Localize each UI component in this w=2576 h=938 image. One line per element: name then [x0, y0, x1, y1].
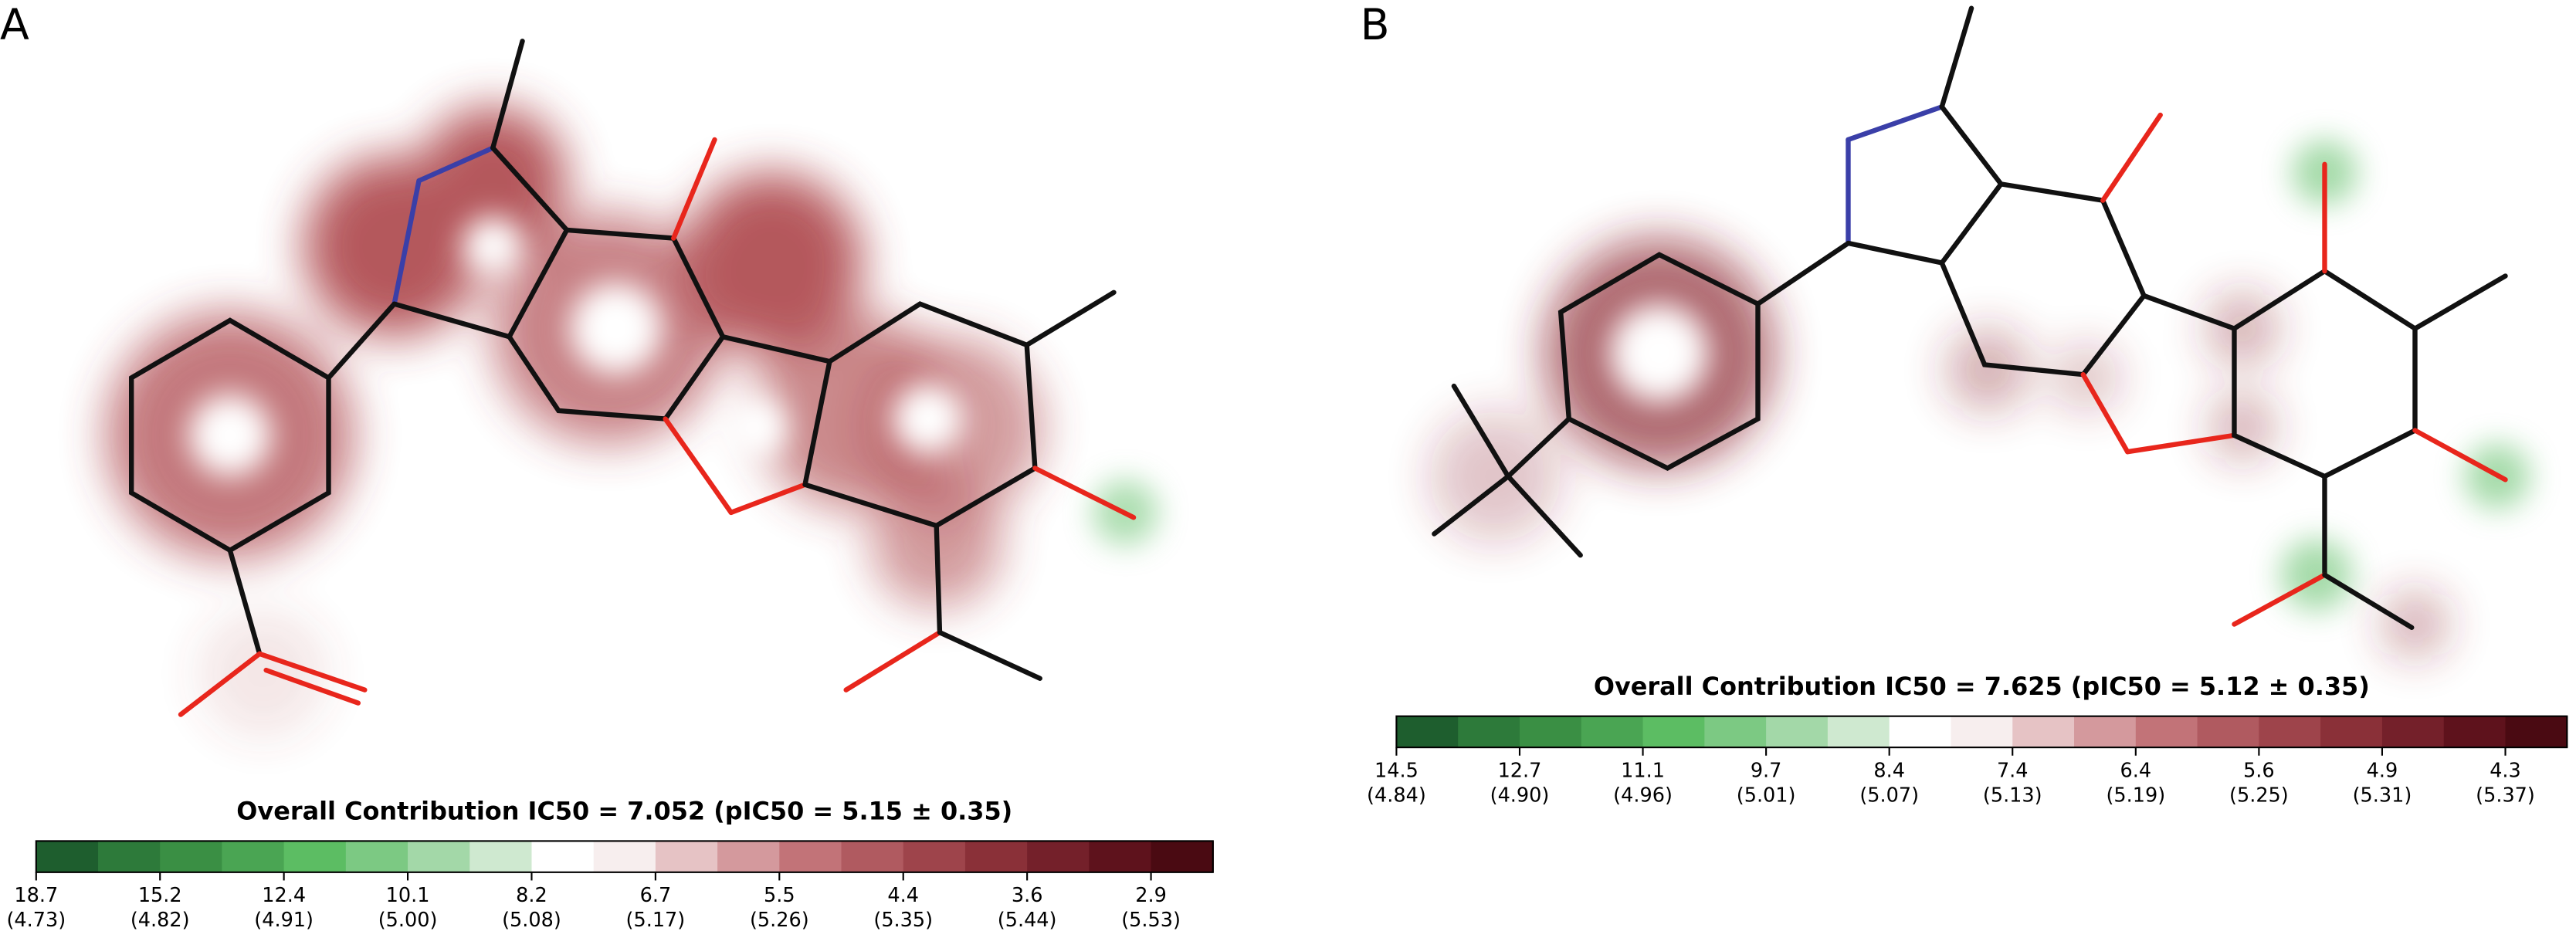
tick-label: 4.9 — [2367, 759, 2398, 782]
colorbar-segment — [2505, 716, 2568, 748]
colorbar-segment — [160, 841, 223, 872]
colorbar-segment — [2197, 716, 2260, 748]
tick-sublabel: (4.73) — [6, 909, 66, 932]
colorbar-segment — [408, 841, 471, 872]
colorbars: Overall Contribution IC50 = 7.052 (pIC50… — [6, 672, 2568, 932]
tick-sublabel: (5.35) — [873, 909, 933, 932]
colorbar-segment — [1519, 716, 1582, 748]
tick-sublabel: (5.00) — [378, 909, 438, 932]
colorbar-segment — [345, 841, 409, 872]
colorbar-segment — [1889, 716, 1952, 748]
colorbar-segment — [903, 841, 966, 872]
colorbar-segment — [36, 841, 100, 872]
tick-sublabel: (5.17) — [626, 909, 686, 932]
colorbar-segment — [1766, 716, 1829, 748]
colorbar-segment — [964, 841, 1029, 872]
colorbar-title: Overall Contribution IC50 = 7.625 (pIC50… — [1594, 672, 2370, 701]
colorbar-segment — [1027, 841, 1090, 872]
colorbar-segment — [2012, 716, 2076, 748]
contribution-map — [1429, 139, 2530, 658]
colorbar-segment — [222, 841, 285, 872]
molecule — [129, 39, 1137, 717]
tick-label: 12.7 — [1498, 759, 1542, 782]
colorbar-segment — [1396, 716, 1459, 748]
tick-sublabel: (5.44) — [998, 909, 1057, 932]
colorbar-frame — [1395, 715, 2568, 749]
colorbar-segment — [98, 841, 161, 872]
tick-sublabel: (5.08) — [502, 909, 561, 932]
tick-label: 15.2 — [138, 884, 182, 907]
tick-label: 8.2 — [516, 884, 547, 907]
colorbar-segment — [1458, 716, 1521, 748]
colorbar-segment — [593, 841, 656, 872]
tick-sublabel: (4.90) — [1490, 784, 1550, 807]
tick-label: 10.1 — [386, 884, 430, 907]
colorbar-segment — [1642, 716, 1706, 748]
molecule — [1432, 5, 2508, 630]
tick-sublabel: (4.84) — [1367, 784, 1426, 807]
colorbar-segment — [717, 841, 781, 872]
colorbar-segment — [2320, 716, 2384, 748]
tick-label: 5.5 — [764, 884, 795, 907]
panel-label: A — [0, 1, 29, 50]
tick-label: 6.4 — [2120, 759, 2152, 782]
colorbar-segment — [2074, 716, 2137, 748]
tick-label: 9.7 — [1751, 759, 1782, 782]
tick-label: 18.7 — [14, 884, 58, 907]
colorbar-segment — [283, 841, 347, 872]
colorbar-segment — [1089, 841, 1152, 872]
tick-sublabel: (4.82) — [130, 909, 190, 932]
tick-label: 12.4 — [262, 884, 306, 907]
colorbar-segment — [655, 841, 719, 872]
colorbar-segment — [1951, 716, 2014, 748]
panel-label: B — [1361, 1, 1390, 50]
tick-label: 4.3 — [2490, 759, 2521, 782]
tick-sublabel: (5.37) — [2476, 784, 2535, 807]
tick-sublabel: (4.96) — [1613, 784, 1673, 807]
tick-label: 4.4 — [887, 884, 919, 907]
tick-sublabel: (5.26) — [750, 909, 809, 932]
colorbar-segment — [531, 841, 595, 872]
tick-label: 8.4 — [1873, 759, 1905, 782]
tick-label: 2.9 — [1135, 884, 1167, 907]
colorbar-segment — [779, 841, 842, 872]
colorbar-segment — [1581, 716, 1644, 748]
tick-label: 11.1 — [1621, 759, 1665, 782]
tick-sublabel: (4.91) — [254, 909, 314, 932]
tick-label: 14.5 — [1374, 759, 1418, 782]
tick-sublabel: (5.01) — [1737, 784, 1796, 807]
tick-sublabel: (5.31) — [2353, 784, 2412, 807]
colorbar-segment — [1704, 716, 1768, 748]
contribution-map — [107, 107, 1158, 740]
tick-sublabel: (5.25) — [2229, 784, 2289, 807]
tick-sublabel: (5.53) — [1121, 909, 1181, 932]
tick-sublabel: (5.19) — [2106, 784, 2165, 807]
colorbar-segment — [469, 841, 533, 872]
colorbar-segment — [841, 841, 904, 872]
colorbar-segment — [2443, 716, 2507, 748]
tick-label: 5.6 — [2243, 759, 2275, 782]
tick-label: 7.4 — [1997, 759, 2029, 782]
colorbar-segment — [1151, 841, 1214, 872]
colorbar-segment — [1827, 716, 1890, 748]
colorbar-title: Overall Contribution IC50 = 7.052 (pIC50… — [236, 797, 1012, 826]
colorbar-frame — [35, 840, 1214, 873]
colorbar-segment — [2135, 716, 2198, 748]
colorbar-segment — [2259, 716, 2322, 748]
tick-label: 3.6 — [1012, 884, 1043, 907]
tick-label: 6.7 — [640, 884, 672, 907]
tick-sublabel: (5.13) — [1983, 784, 2042, 807]
colorbar-segment — [2381, 716, 2445, 748]
tick-sublabel: (5.07) — [1859, 784, 1919, 807]
